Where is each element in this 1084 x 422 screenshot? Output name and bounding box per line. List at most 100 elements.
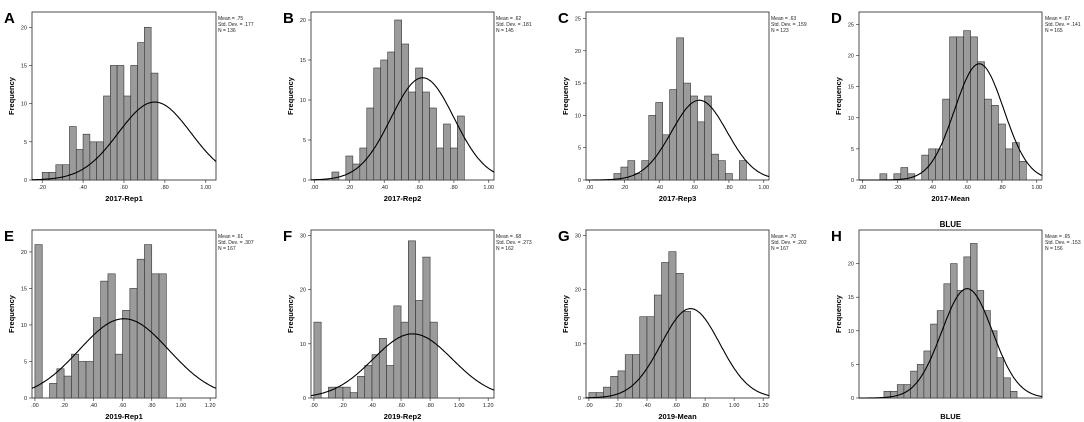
panel-letter-c: C — [558, 10, 569, 27]
stat-mean-b: Mean = .62 — [496, 16, 521, 22]
stat-sd-h: Std. Dev. = .153 — [1045, 240, 1081, 246]
panel-d: D 0 5 10 15 20 25 .00 .20 .40 .60 .80 1.00 2017-Mean F… — [831, 10, 1081, 203]
normal-curve — [859, 288, 1043, 399]
x-tick-label: 1.00 — [483, 185, 494, 191]
y-tick-label: 15 — [21, 63, 27, 69]
histogram-bar — [75, 149, 84, 181]
y-tick-label: 15 — [300, 58, 306, 64]
y-tick-label: 20 — [300, 288, 306, 294]
histogram-bar — [1019, 161, 1027, 181]
histogram-bar — [71, 353, 80, 399]
x-tick-label: .60 — [672, 403, 680, 409]
histogram-bar — [739, 160, 747, 181]
histogram-bar — [676, 37, 684, 181]
histogram-bar — [639, 316, 648, 399]
x-tick-label: .20 — [621, 185, 629, 191]
y-tick-label: 5 — [578, 146, 581, 152]
panel-letter-h: H — [831, 228, 842, 245]
histogram-bar — [116, 65, 125, 181]
y-tick-label: 0 — [303, 178, 306, 184]
stat-mean-c: Mean = .63 — [771, 16, 796, 22]
normal-curve — [586, 308, 770, 399]
histogram-bar — [401, 43, 409, 181]
histogram-bar — [683, 310, 691, 399]
x-tick-label: 1.00 — [200, 185, 211, 191]
histogram-bar — [943, 283, 951, 399]
histogram-bar — [357, 376, 366, 399]
x-tick-label: .40 — [655, 185, 663, 191]
histogram-bar — [85, 361, 94, 399]
histogram-bar — [653, 294, 662, 399]
y-tick-label: 20 — [848, 54, 854, 60]
y-tick-label: 20 — [21, 25, 27, 31]
y-tick-label: 5 — [851, 362, 854, 368]
stat-sd-e: Std. Dev. = .307 — [218, 240, 254, 246]
normal-curve — [31, 101, 217, 181]
x-tick-label: 1.00 — [454, 403, 465, 409]
stat-n-c: N = 123 — [771, 28, 789, 34]
y-tick-label: 0 — [851, 178, 854, 184]
histogram-bar — [655, 102, 663, 181]
histogram-bar — [144, 244, 153, 399]
x-tick-label: .20 — [894, 185, 902, 191]
y-tick-label: 15 — [848, 85, 854, 91]
x-tick-label: .00 — [310, 403, 318, 409]
histogram-bar — [624, 354, 633, 399]
x-tick-label: 1.20 — [758, 403, 769, 409]
histogram-bar — [110, 65, 118, 181]
x-tick-label: 1.00 — [176, 403, 187, 409]
panel-letter-b: B — [283, 10, 294, 27]
x-tick-label: .80 — [148, 403, 156, 409]
x-tick-label: .80 — [426, 403, 434, 409]
histogram-bar — [718, 160, 726, 181]
histogram-bar — [129, 288, 138, 399]
histogram-bar — [408, 91, 416, 181]
panel-b: B 0 5 10 15 20 .00 .20 .40 .60 .80 1.00 2017-Rep2 Fre… — [283, 10, 532, 203]
panel-c: C 0 5 10 15 20 25 .00 .20 .40 .60 .80 1.00 2017-Rep3 F… — [558, 10, 807, 203]
histogram-bar — [930, 323, 938, 399]
histogram-bar — [457, 115, 465, 181]
x-tick-label: .20 — [38, 185, 46, 191]
stat-n-e: N = 167 — [218, 246, 236, 252]
x-axis-title-e: 2019-Rep1 — [105, 412, 143, 421]
histogram-bar — [408, 240, 416, 399]
y-tick-label: 5 — [24, 140, 27, 146]
panel-letter-e: E — [4, 228, 14, 245]
y-tick-label: 10 — [21, 102, 27, 108]
normal-curve — [31, 318, 217, 389]
histogram-bar — [387, 51, 395, 181]
histogram-bar — [103, 95, 111, 181]
y-tick-label: 30 — [300, 233, 306, 239]
histogram-bar — [443, 123, 451, 181]
x-tick-label: 1.00 — [729, 403, 740, 409]
x-tick-label: .20 — [614, 403, 622, 409]
histogram-bar — [436, 147, 444, 181]
histogram-bar — [364, 365, 373, 399]
histogram-bar — [879, 173, 888, 181]
y-tick-label: 0 — [578, 178, 581, 184]
histogram-bar — [661, 262, 670, 399]
y-tick-label: 20 — [848, 262, 854, 268]
chart-title-h: BLUE — [940, 220, 962, 229]
stat-n-h: N = 156 — [1045, 246, 1063, 252]
histogram-bar — [950, 263, 958, 399]
histogram-bar — [335, 386, 344, 399]
stat-sd-b: Std. Dev. = .181 — [496, 22, 532, 28]
y-axis-title-h: Frequency — [834, 294, 843, 333]
stat-sd-c: Std. Dev. = .159 — [771, 22, 807, 28]
panel-f: F 0 10 20 30 .00 .20 .40 .60 .80 1.00 1.20 2019-Rep2… — [283, 228, 532, 421]
x-tick-label: .00 — [586, 185, 594, 191]
histogram-bar — [970, 36, 978, 181]
histogram-bar — [429, 107, 437, 181]
y-tick-label: 10 — [848, 116, 854, 122]
histogram-bar — [380, 59, 388, 181]
x-tick-label: .40 — [79, 185, 87, 191]
x-tick-label: .40 — [928, 185, 936, 191]
histogram-bar — [422, 91, 430, 181]
x-tick-label: 1.00 — [758, 185, 769, 191]
x-tick-label: .80 — [725, 185, 733, 191]
stat-sd-d: Std. Dev. = .141 — [1045, 22, 1081, 28]
x-tick-label: .80 — [450, 185, 458, 191]
histogram-bar — [711, 153, 719, 181]
histogram-bar — [991, 105, 999, 181]
